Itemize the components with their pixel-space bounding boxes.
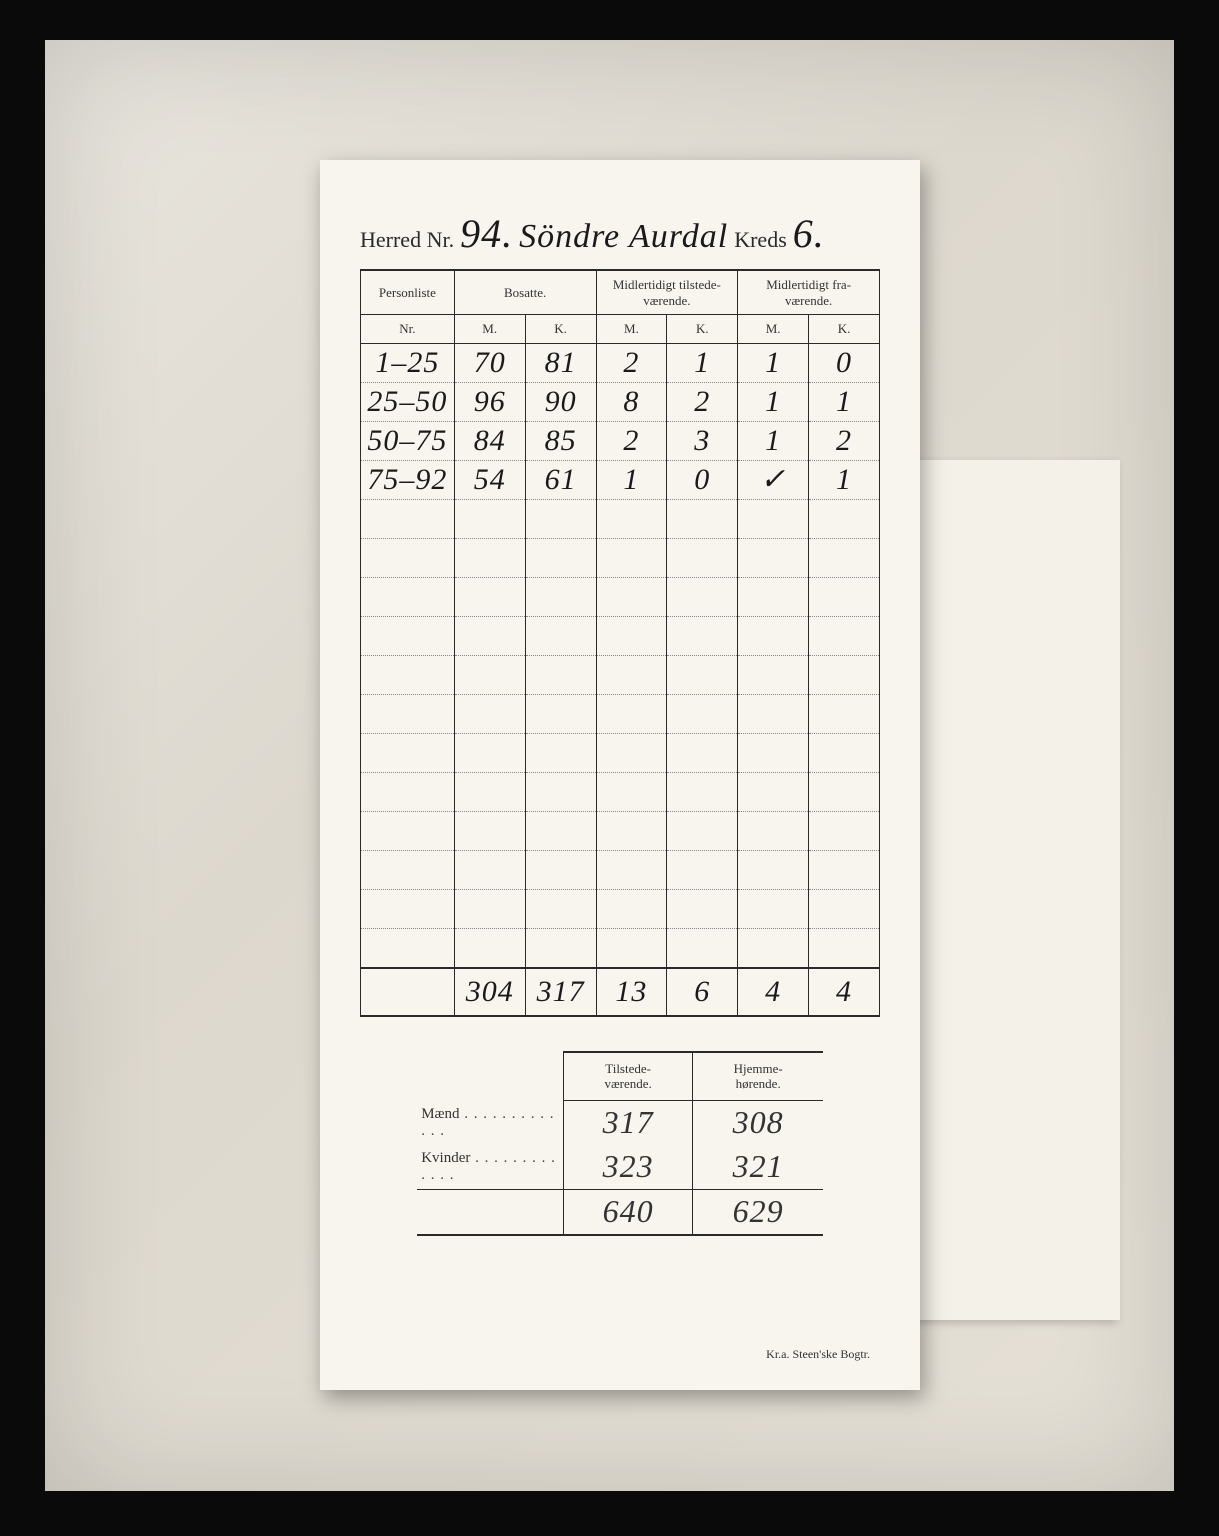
th-fravaerende: Midlertidigt fra- værende.: [738, 270, 880, 315]
cell-bm: 54: [454, 460, 525, 499]
th-blank: [417, 1052, 563, 1101]
cell-tm: 2: [596, 421, 667, 460]
total-tm: 13: [596, 968, 667, 1016]
total-bk: 317: [525, 968, 596, 1016]
cell-nr: 1–25: [361, 343, 455, 382]
cell-tk: 1: [667, 343, 738, 382]
summary-total-t: 640: [563, 1189, 693, 1235]
total-nr: [361, 968, 455, 1016]
table-row-blank: [361, 616, 880, 655]
label-kreds: Kreds: [734, 227, 787, 253]
th-nr: Nr.: [361, 315, 455, 344]
th-fm: M.: [738, 315, 809, 344]
cell-bk: 85: [525, 421, 596, 460]
th-bosatte: Bosatte.: [454, 270, 596, 315]
table-row-blank: [361, 538, 880, 577]
cell-tk: 3: [667, 421, 738, 460]
census-form: Herred Nr. 94. Söndre Aurdal Kreds 6. Pe…: [320, 160, 920, 1390]
th-tilstede: Midlertidigt tilstede- værende.: [596, 270, 738, 315]
total-fm: 4: [738, 968, 809, 1016]
table-row-blank: [361, 772, 880, 811]
table-row-blank: [361, 694, 880, 733]
summary-t: 317: [563, 1100, 693, 1145]
form-title: Herred Nr. 94. Söndre Aurdal Kreds 6.: [360, 210, 880, 257]
summary-row: Mænd317308: [417, 1100, 823, 1145]
herred-name: Söndre Aurdal: [519, 218, 728, 256]
summary-total-h: 629: [693, 1189, 823, 1235]
table-row-blank: [361, 655, 880, 694]
th-bm: M.: [454, 315, 525, 344]
cell-fm: 1: [738, 343, 809, 382]
herred-number: 94.: [460, 210, 513, 257]
cell-fm: 1: [738, 382, 809, 421]
cell-tm: 8: [596, 382, 667, 421]
th-tm: M.: [596, 315, 667, 344]
th-personliste: Personliste: [361, 270, 455, 315]
th-fk: K.: [809, 315, 880, 344]
th-hjemme-sum: Hjemme- hørende.: [693, 1052, 823, 1101]
cell-bm: 96: [454, 382, 525, 421]
table-row-blank: [361, 889, 880, 928]
th-tk: K.: [667, 315, 738, 344]
cell-tm: 1: [596, 460, 667, 499]
printer-footer: Kr.a. Steen'ske Bogtr.: [766, 1347, 870, 1362]
cell-fk: 1: [809, 460, 880, 499]
cell-fk: 1: [809, 382, 880, 421]
cell-bk: 81: [525, 343, 596, 382]
cell-bk: 61: [525, 460, 596, 499]
cell-tm: 2: [596, 343, 667, 382]
main-table: Personliste Bosatte. Midlertidigt tilste…: [360, 269, 880, 1017]
summary-table: Tilstede- værende. Hjemme- hørende. Mænd…: [417, 1051, 823, 1236]
table-row-blank: [361, 733, 880, 772]
table-row: 50–7584852312: [361, 421, 880, 460]
cell-nr: 25–50: [361, 382, 455, 421]
cell-fm: 1: [738, 421, 809, 460]
label-herred: Herred Nr.: [360, 227, 454, 253]
cell-tk: 0: [667, 460, 738, 499]
cell-nr: 75–92: [361, 460, 455, 499]
summary-label: Mænd: [417, 1100, 563, 1145]
table-row-blank: [361, 928, 880, 968]
table-row: 75–92546110✓1: [361, 460, 880, 499]
table-row-blank: [361, 577, 880, 616]
summary-t: 323: [563, 1145, 693, 1190]
summary-h: 321: [693, 1145, 823, 1190]
table-row-blank: [361, 850, 880, 889]
total-fk: 4: [809, 968, 880, 1016]
total-tk: 6: [667, 968, 738, 1016]
total-bm: 304: [454, 968, 525, 1016]
cell-fk: 2: [809, 421, 880, 460]
cell-fk: 0: [809, 343, 880, 382]
cell-bm: 84: [454, 421, 525, 460]
cell-bk: 90: [525, 382, 596, 421]
summary-total-row: 640629: [417, 1189, 823, 1235]
th-tilstede-sum: Tilstede- værende.: [563, 1052, 693, 1101]
table-row-blank: [361, 811, 880, 850]
th-bk: K.: [525, 315, 596, 344]
summary-row: Kvinder323321: [417, 1145, 823, 1190]
cell-fm: ✓: [738, 460, 809, 499]
cell-nr: 50–75: [361, 421, 455, 460]
cell-tk: 2: [667, 382, 738, 421]
table-row-blank: [361, 499, 880, 538]
summary-label: Kvinder: [417, 1145, 563, 1190]
kreds-number: 6.: [793, 210, 825, 257]
summary-h: 308: [693, 1100, 823, 1145]
totals-row: 30431713644: [361, 968, 880, 1016]
cell-bm: 70: [454, 343, 525, 382]
table-row: 1–2570812110: [361, 343, 880, 382]
table-row: 25–5096908211: [361, 382, 880, 421]
